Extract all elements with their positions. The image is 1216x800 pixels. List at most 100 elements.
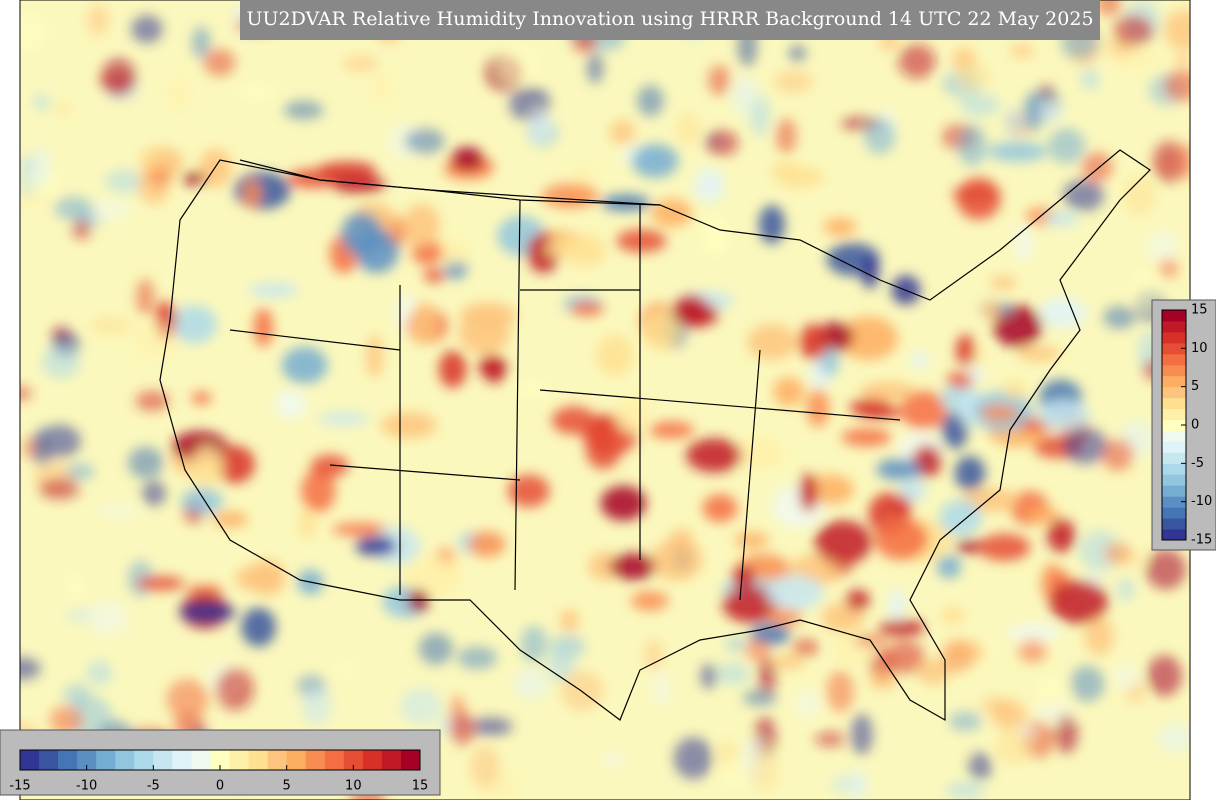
humidity-blob xyxy=(369,75,394,104)
humidity-blob xyxy=(1025,96,1043,133)
colorbar-swatch xyxy=(1162,386,1186,399)
humidity-blob xyxy=(136,278,155,316)
colorbar-swatch xyxy=(324,750,345,770)
humidity-blob xyxy=(806,388,830,428)
humidity-blob xyxy=(874,517,929,561)
colorbar-swatch xyxy=(343,750,364,770)
humidity-blob xyxy=(826,670,854,713)
humidity-blob xyxy=(600,485,647,521)
colorbar-swatch xyxy=(1162,496,1186,508)
humidity-blob xyxy=(959,93,1000,117)
tick-label: 10 xyxy=(345,779,362,794)
colorbar-swatch xyxy=(1162,518,1186,530)
humidity-blob xyxy=(138,164,170,205)
humidity-blob xyxy=(547,649,575,683)
tick-label: -15 xyxy=(9,779,30,794)
humidity-blob xyxy=(186,584,223,598)
humidity-blob xyxy=(954,455,986,491)
humidity-blob xyxy=(955,540,985,553)
humidity-blob xyxy=(814,520,872,565)
title: UU2DVAR Relative Humidity Innovation usi… xyxy=(246,8,1093,30)
humidity-blob xyxy=(399,687,443,725)
humidity-blob xyxy=(841,428,892,447)
humidity-blob xyxy=(849,398,892,417)
colorbar-swatch xyxy=(229,750,250,770)
humidity-blob xyxy=(241,607,276,647)
tick-label: 15 xyxy=(412,779,429,794)
humidity-blob xyxy=(734,532,769,549)
colorbar-swatch xyxy=(400,750,421,770)
colorbar-swatch xyxy=(1162,331,1186,344)
humidity-blob xyxy=(876,458,922,481)
humidity-blob xyxy=(1113,664,1139,690)
humidity-blob xyxy=(1062,179,1104,212)
humidity-blob xyxy=(1103,305,1136,329)
humidity-blob xyxy=(941,411,968,450)
humidity-blob xyxy=(101,58,136,97)
humidity-blob xyxy=(438,350,467,388)
humidity-blob xyxy=(588,551,621,581)
humidity-blob xyxy=(773,376,805,407)
humidity-blob xyxy=(616,229,667,253)
colorbar-swatch xyxy=(1162,430,1186,442)
humidity-blob xyxy=(1095,0,1122,16)
humidity-blob xyxy=(642,308,682,351)
humidity-blob xyxy=(20,386,33,401)
humidity-blob xyxy=(798,323,828,361)
humidity-blob xyxy=(838,316,899,361)
colorbar-swatch xyxy=(1162,507,1186,519)
humidity-blob xyxy=(1049,580,1108,624)
humidity-blob xyxy=(804,474,855,505)
humidity-blob xyxy=(770,162,800,177)
humidity-blob xyxy=(20,14,48,53)
humidity-blob xyxy=(758,205,785,244)
colorbar-swatch xyxy=(1162,364,1186,377)
humidity-blob xyxy=(190,446,224,487)
humidity-blob xyxy=(648,421,695,439)
humidity-blob xyxy=(1069,665,1105,702)
humidity-blob xyxy=(799,473,818,512)
colorbar-swatch xyxy=(115,750,135,770)
humidity-blob xyxy=(435,239,470,265)
humidity-blob xyxy=(54,196,94,221)
humidity-blob xyxy=(898,477,927,502)
humidity-blob xyxy=(888,588,906,620)
humidity-blob xyxy=(1152,140,1186,183)
boundaries xyxy=(159,149,1151,722)
humidity-blob xyxy=(131,15,163,44)
humidity-blob xyxy=(87,601,129,636)
humidity-blob xyxy=(1174,54,1190,67)
colorbar-swatch xyxy=(1162,529,1186,541)
humidity-blob xyxy=(693,168,725,203)
humidity-blob xyxy=(1047,518,1076,553)
humidity-blob xyxy=(470,745,501,789)
humidity-blob xyxy=(403,555,462,597)
humidity-blob xyxy=(911,352,930,369)
humidity-blob xyxy=(513,668,549,700)
humidity-blob xyxy=(773,70,813,94)
humidity-blob xyxy=(1006,623,1061,642)
humidity-blob xyxy=(994,730,1034,765)
colorbar-swatch xyxy=(77,750,97,770)
coastline xyxy=(159,149,1151,722)
humidity-blob xyxy=(707,64,731,96)
humidity-blob xyxy=(1177,142,1190,180)
humidity-blob xyxy=(1163,9,1190,51)
humidity-blob xyxy=(450,712,475,746)
humidity-blob xyxy=(948,711,982,732)
humidity-blob xyxy=(1081,152,1113,182)
colorbar-swatch xyxy=(58,750,78,770)
humidity-blob xyxy=(483,357,506,384)
humidity-blob xyxy=(609,553,656,580)
humidity-blob xyxy=(331,175,386,194)
humidity-blob xyxy=(409,302,438,346)
colorbar-swatch xyxy=(1162,353,1186,366)
humidity-blob xyxy=(636,84,664,117)
humidity-blob xyxy=(283,100,324,120)
humidity-blob xyxy=(366,334,383,378)
humidity-blob xyxy=(854,634,889,648)
tick-label: 5 xyxy=(1191,379,1199,394)
humidity-blob xyxy=(247,559,286,596)
humidity-blob xyxy=(702,494,738,523)
humidity-blob xyxy=(234,171,291,210)
